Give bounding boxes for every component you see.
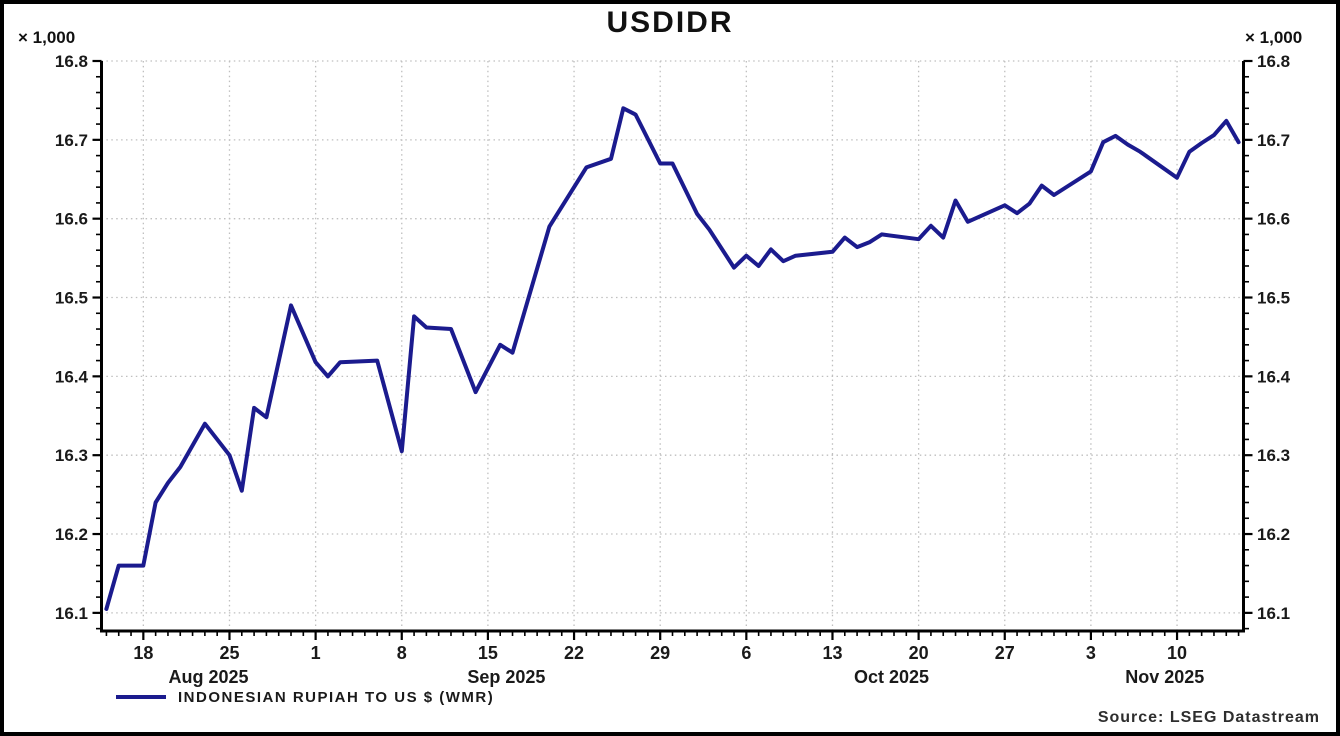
svg-text:16.8: 16.8 — [1257, 52, 1290, 71]
svg-text:16.6: 16.6 — [55, 210, 88, 229]
svg-text:16.3: 16.3 — [55, 446, 88, 465]
svg-text:1: 1 — [311, 643, 321, 663]
svg-text:16.5: 16.5 — [1257, 289, 1290, 308]
svg-text:Oct 2025: Oct 2025 — [854, 667, 929, 687]
svg-text:27: 27 — [995, 643, 1015, 663]
svg-text:20: 20 — [909, 643, 929, 663]
svg-text:25: 25 — [219, 643, 239, 663]
svg-text:22: 22 — [564, 643, 584, 663]
svg-text:15: 15 — [478, 643, 498, 663]
svg-text:29: 29 — [650, 643, 670, 663]
svg-text:13: 13 — [822, 643, 842, 663]
svg-text:16.4: 16.4 — [55, 367, 89, 386]
legend: INDONESIAN RUPIAH TO US $ (WMR) — [116, 687, 494, 707]
svg-text:18: 18 — [133, 643, 153, 663]
y-axis-multiplier-right: × 1,000 — [1245, 28, 1303, 47]
svg-text:16.7: 16.7 — [55, 131, 88, 150]
svg-text:16.3: 16.3 — [1257, 446, 1290, 465]
svg-text:16.2: 16.2 — [55, 525, 88, 544]
svg-text:10: 10 — [1167, 643, 1187, 663]
legend-line-swatch — [116, 695, 166, 699]
chart-title: USDIDR — [606, 6, 734, 39]
svg-text:8: 8 — [397, 643, 407, 663]
svg-text:Nov 2025: Nov 2025 — [1125, 667, 1204, 687]
svg-text:Aug 2025: Aug 2025 — [169, 667, 249, 687]
svg-text:16.5: 16.5 — [55, 289, 88, 308]
svg-text:Sep 2025: Sep 2025 — [467, 667, 545, 687]
source-credit: Source: LSEG Datastream — [1097, 709, 1320, 726]
svg-text:3: 3 — [1086, 643, 1096, 663]
legend-label: INDONESIAN RUPIAH TO US $ (WMR) — [178, 688, 495, 706]
usdidr-line-chart: 16.1 16.1 16.2 16.2 16.3 16.3 16.4 16.4 16.5 16.5… — [55, 52, 1291, 687]
svg-text:16.7: 16.7 — [1257, 131, 1290, 150]
svg-text:16.8: 16.8 — [55, 52, 88, 71]
y-axis-multiplier-left: × 1,000 — [18, 28, 76, 47]
svg-text:6: 6 — [741, 643, 751, 663]
svg-text:16.6: 16.6 — [1257, 210, 1290, 229]
svg-text:16.2: 16.2 — [1257, 525, 1290, 544]
svg-text:16.1: 16.1 — [55, 604, 88, 623]
svg-text:16.4: 16.4 — [1257, 367, 1291, 386]
svg-text:16.1: 16.1 — [1257, 604, 1290, 623]
